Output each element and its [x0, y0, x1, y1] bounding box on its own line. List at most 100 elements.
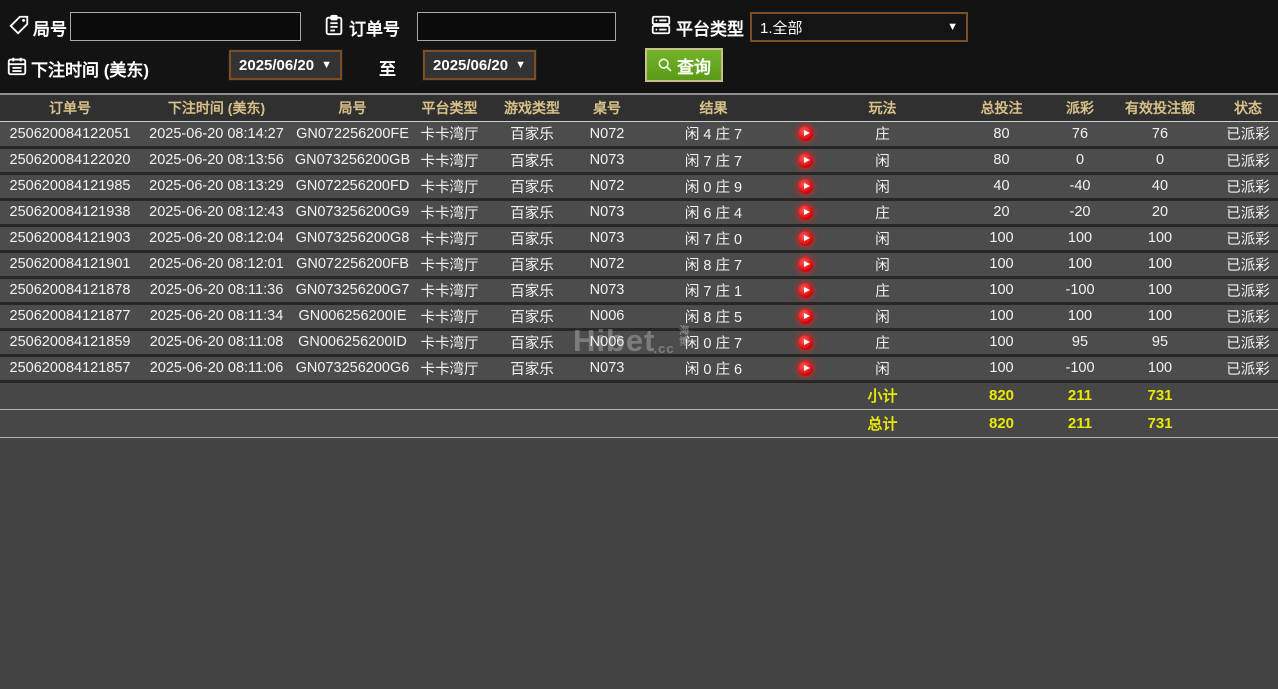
result-cell: 闲 7 庄 1 [684, 283, 743, 300]
result-cell: 闲 0 庄 7 [684, 335, 743, 352]
order-no-cell: 250620084122020 [9, 152, 131, 168]
table-no-cell: N073 [589, 152, 625, 168]
total-bet-cell: 100 [989, 360, 1014, 376]
game-no-label: 局号 [33, 20, 67, 39]
table-row: 250620084122020 2025-06-20 08:13:56 GN07… [0, 147, 1278, 173]
game-type-cell: 百家乐 [510, 283, 554, 300]
platform-cell: 卡卡湾厅 [420, 179, 479, 196]
col-status: 状态 [1234, 99, 1262, 116]
chevron-down-icon: ▼ [947, 21, 958, 33]
game-no-cell: GN006256200ID [298, 334, 407, 350]
payout-cell: -100 [1065, 360, 1095, 376]
totals-payout: 211 [1067, 387, 1093, 404]
game-type-cell: 百家乐 [510, 361, 554, 378]
total-bet-cell: 100 [989, 230, 1014, 246]
game-no-cell: GN073256200G9 [295, 204, 410, 220]
col-valid-bet: 有效投注额 [1125, 99, 1195, 116]
order-no-input[interactable] [417, 12, 616, 41]
clipboard-icon [323, 14, 345, 36]
platform-cell: 卡卡湾厅 [420, 361, 479, 378]
play-cell: 庄 [875, 205, 890, 222]
order-no-cell: 250620084121878 [9, 282, 131, 298]
table-no-cell: N072 [589, 256, 625, 272]
bet-time-cell: 2025-06-20 08:11:06 [149, 360, 284, 376]
payout-cell: 100 [1067, 230, 1093, 246]
replay-play-button[interactable] [797, 282, 813, 298]
bet-time-cell: 2025-06-20 08:13:56 [149, 152, 284, 168]
table-no-cell: N072 [589, 125, 625, 142]
totals-valid-bet: 731 [1147, 387, 1173, 404]
total-bet-cell: 100 [989, 308, 1014, 324]
status-cell: 已派彩 [1226, 257, 1270, 274]
platform-type-label: 平台类型 [676, 20, 744, 39]
replay-cell [790, 225, 820, 251]
platform-cell: 卡卡湾厅 [420, 257, 479, 274]
table-no-cell: N073 [589, 204, 625, 220]
totals-label: 总计 [867, 415, 898, 433]
game-no-cell: GN073256200G7 [295, 282, 410, 298]
order-no-cell: 250620084121901 [9, 256, 131, 272]
play-cell: 闲 [875, 231, 890, 248]
status-cell: 已派彩 [1226, 283, 1270, 300]
table-row: 250620084121901 2025-06-20 08:12:01 GN07… [0, 251, 1278, 277]
col-play: 玩法 [868, 99, 897, 116]
table-header-row: 订单号 下注时间 (美东) 局号 平台类型 游戏类型 桌号 结果 玩法 总投注 … [0, 94, 1278, 121]
replay-cell [790, 355, 820, 381]
replay-play-button[interactable] [797, 126, 813, 142]
payout-cell: 76 [1071, 125, 1089, 142]
search-button-label: 查询 [677, 57, 711, 77]
game-no-cell: GN073256200GB [294, 152, 411, 168]
replay-play-button[interactable] [797, 334, 813, 350]
payout-cell: 0 [1075, 152, 1085, 168]
payout-cell: -40 [1069, 178, 1091, 194]
order-no-cell: 250620084121938 [9, 204, 131, 220]
table-row: 250620084121903 2025-06-20 08:12:04 GN07… [0, 225, 1278, 251]
payout-cell: 100 [1067, 256, 1093, 272]
platform-type-value: 1.全部 [760, 19, 803, 37]
table-no-cell: N006 [589, 308, 625, 324]
search-button[interactable]: 查询 [645, 48, 723, 82]
table-row: 250620084121985 2025-06-20 08:13:29 GN07… [0, 173, 1278, 199]
bet-time-cell: 2025-06-20 08:12:04 [149, 230, 284, 246]
bet-time-cell: 2025-06-20 08:12:01 [149, 256, 284, 272]
game-type-cell: 百家乐 [510, 335, 554, 352]
game-no-cell: GN006256200IE [298, 308, 407, 324]
status-cell: 已派彩 [1226, 153, 1270, 170]
replay-play-button[interactable] [797, 308, 813, 324]
date-from-picker[interactable]: 2025/06/20 ▼ [228, 49, 343, 81]
date-to-picker[interactable]: 2025/06/20 ▼ [422, 49, 537, 81]
replay-play-button[interactable] [797, 204, 813, 220]
bet-time-cell: 2025-06-20 08:11:36 [149, 282, 284, 298]
valid-bet-cell: 95 [1151, 334, 1169, 350]
table-no-cell: N073 [589, 230, 625, 246]
totals-label: 小计 [867, 388, 898, 405]
total-bet-cell: 80 [993, 152, 1010, 168]
platform-type-select[interactable]: 1.全部 ▼ [750, 12, 968, 42]
platform-list-icon [650, 14, 672, 36]
replay-play-button[interactable] [797, 152, 813, 168]
bet-time-cell: 2025-06-20 08:14:27 [149, 125, 284, 142]
replay-play-button[interactable] [797, 230, 813, 246]
order-no-label: 订单号 [349, 20, 400, 39]
replay-cell [790, 277, 820, 303]
play-cell: 闲 [875, 257, 890, 274]
replay-cell [790, 329, 820, 355]
replay-play-button[interactable] [797, 256, 813, 272]
game-type-cell: 百家乐 [510, 309, 554, 326]
col-replay [790, 94, 820, 121]
platform-cell: 卡卡湾厅 [420, 153, 479, 170]
date-from-value: 2025/06/20 [239, 56, 315, 74]
total-bet-cell: 100 [989, 334, 1014, 350]
col-total-bet: 总投注 [980, 99, 1023, 116]
table-no-cell: N006 [589, 334, 625, 350]
platform-cell: 卡卡湾厅 [420, 231, 479, 248]
total-bet-cell: 100 [989, 282, 1014, 298]
replay-play-button[interactable] [797, 360, 813, 376]
valid-bet-cell: 100 [1147, 308, 1173, 324]
col-bet-time: 下注时间 (美东) [167, 99, 266, 116]
game-no-input[interactable] [70, 12, 301, 41]
bet-time-cell: 2025-06-20 08:12:43 [149, 204, 284, 220]
replay-play-button[interactable] [797, 178, 813, 194]
payout-cell: 100 [1067, 308, 1093, 324]
order-no-cell: 250620084121857 [9, 360, 131, 376]
